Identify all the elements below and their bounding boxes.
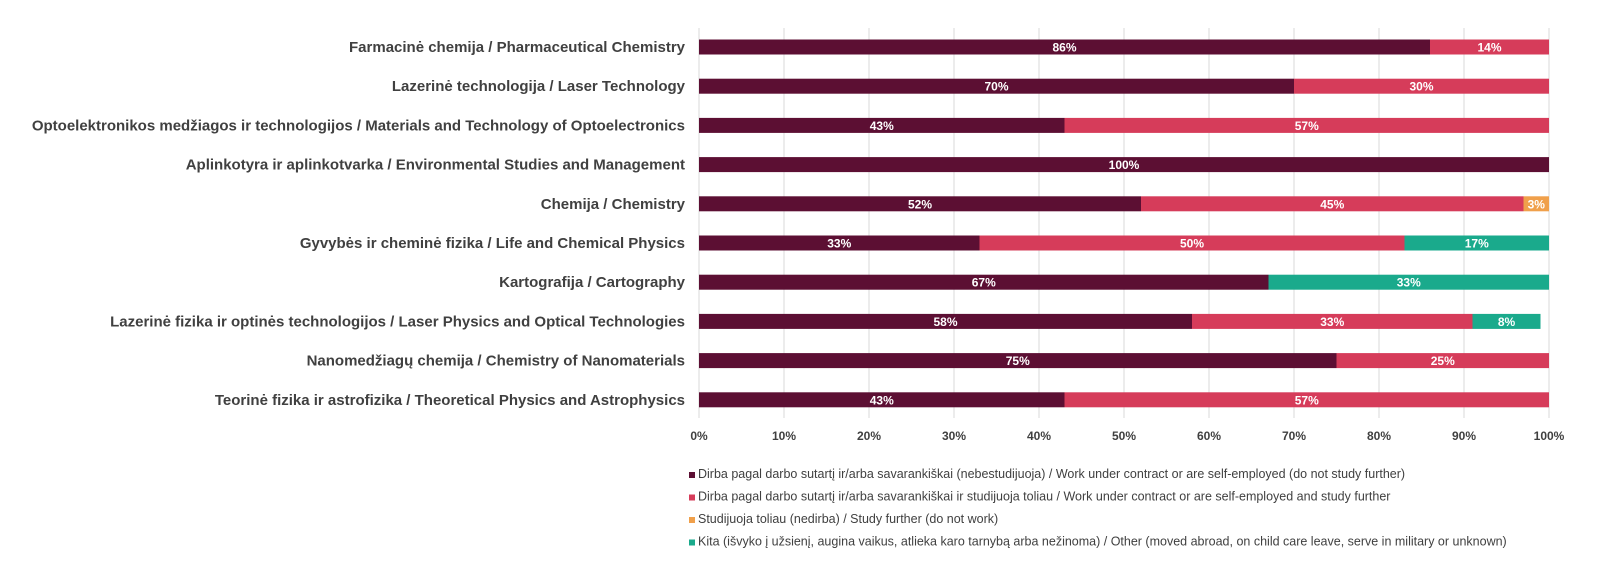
bar-segment <box>1336 353 1549 369</box>
category-label: Optoelektronikos medžiagos ir technologi… <box>32 117 685 134</box>
bar-segment <box>699 117 1065 133</box>
data-label: 3% <box>1528 197 1546 211</box>
x-tick-label: 20% <box>857 429 881 443</box>
data-label: 75% <box>1006 354 1030 368</box>
bar-segment <box>699 353 1337 369</box>
x-tick-label: 90% <box>1452 429 1476 443</box>
x-tick-label: 70% <box>1282 429 1306 443</box>
data-label: 57% <box>1295 119 1319 133</box>
legend-swatch <box>689 494 695 501</box>
bar-segment <box>1523 196 1549 212</box>
data-label: 43% <box>870 393 894 407</box>
x-tick-label: 10% <box>772 429 796 443</box>
bar-segment <box>699 235 980 251</box>
bar-segment <box>1404 235 1549 251</box>
bar-segment <box>699 196 1141 212</box>
data-label: 50% <box>1180 237 1204 251</box>
x-tick-label: 30% <box>942 429 966 443</box>
x-tick-label: 60% <box>1197 429 1221 443</box>
data-label: 43% <box>870 119 894 133</box>
category-label: Farmacinė chemija / Pharmaceutical Chemi… <box>349 39 686 56</box>
bar-segment <box>1192 313 1473 329</box>
x-tick-label: 80% <box>1367 429 1391 443</box>
bar-segment <box>1430 39 1549 55</box>
data-label: 100% <box>1109 158 1140 172</box>
category-label: Gyvybės ir cheminė fizika / Life and Che… <box>300 235 685 252</box>
legend-entry: Studijuoja toliau (nedirba) / Study furt… <box>698 512 998 526</box>
data-labels: 86% 14% 70% 30% 43% 57% 100% 52% 45% 3% 33% 50% 17% 6… <box>827 41 1545 408</box>
data-label: 58% <box>933 315 957 329</box>
bar-segment <box>1294 78 1549 94</box>
legend: Dirba pagal darbo sutartį ir/arba savara… <box>689 467 1507 549</box>
bar-segment <box>699 392 1065 408</box>
bar-segment <box>699 157 1549 173</box>
legend-swatch <box>689 517 695 523</box>
legend-swatch <box>689 472 695 478</box>
bars <box>699 39 1549 408</box>
x-tick-label: 40% <box>1027 429 1051 443</box>
x-tick-label: 50% <box>1112 429 1136 443</box>
bar-segment <box>1268 274 1549 290</box>
category-labels: Farmacinė chemija / Pharmaceutical Chemi… <box>32 39 686 409</box>
x-tick-label: 0% <box>690 429 708 443</box>
category-label: Aplinkotyra ir aplinkotvarka / Environme… <box>186 157 685 174</box>
bar-segment <box>699 39 1430 55</box>
bar-segment <box>1141 196 1524 212</box>
bar-segment <box>1064 117 1549 133</box>
data-label: 30% <box>1409 80 1433 94</box>
bar-segment <box>699 313 1192 329</box>
data-label: 33% <box>1320 315 1344 329</box>
data-label: 8% <box>1498 315 1516 329</box>
category-label: Teorinė fizika ir astrofizika / Theoreti… <box>215 392 685 409</box>
x-axis-ticks: 0% 10% 20% 30% 40% 50% 60% 70% 80% 90% 100% <box>690 429 1564 443</box>
data-label: 86% <box>1052 41 1076 55</box>
x-tick-label: 100% <box>1534 429 1565 443</box>
data-label: 33% <box>827 237 851 251</box>
category-label: Lazerinė fizika ir optinės technologijos… <box>110 313 685 330</box>
category-label: Nanomedžiagų chemija / Chemistry of Nano… <box>307 353 685 370</box>
data-label: 45% <box>1320 197 1344 211</box>
bar-segment <box>1472 313 1541 329</box>
data-label: 17% <box>1465 237 1489 251</box>
legend-entry: Dirba pagal darbo sutartį ir/arba savara… <box>698 467 1405 481</box>
data-label: 57% <box>1295 393 1319 407</box>
data-label: 14% <box>1477 41 1501 55</box>
data-label: 33% <box>1397 276 1421 290</box>
data-label: 70% <box>984 80 1008 94</box>
bar-segment <box>1064 392 1549 408</box>
bar-segment <box>699 78 1294 94</box>
category-label: Kartografija / Cartography <box>499 274 686 291</box>
data-label: 25% <box>1431 354 1455 368</box>
data-label: 52% <box>908 197 932 211</box>
data-label: 67% <box>972 276 996 290</box>
legend-entry: Kita (išvyko į užsienį, augina vaikus, a… <box>698 535 1507 549</box>
legend-swatch <box>689 539 695 546</box>
category-label: Lazerinė technologija / Laser Technology <box>392 78 686 95</box>
bar-segment <box>979 235 1405 251</box>
legend-entry: Dirba pagal darbo sutartį ir/arba savara… <box>698 490 1390 504</box>
category-label: Chemija / Chemistry <box>541 196 686 213</box>
bar-segment <box>699 274 1269 290</box>
